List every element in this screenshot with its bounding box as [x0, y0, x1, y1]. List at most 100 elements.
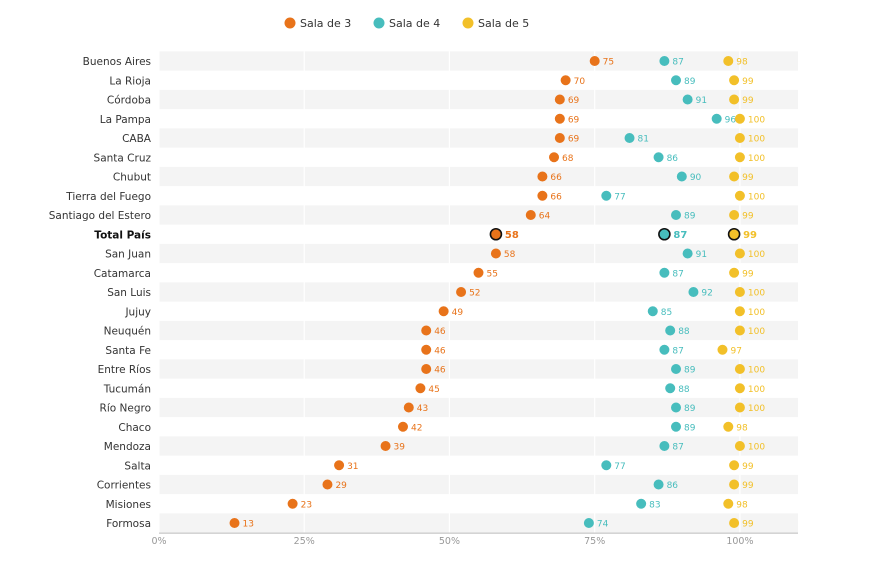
- data-point-sala-de-4: [688, 287, 699, 297]
- data-point-sala-de-5: [717, 344, 728, 355]
- category-label: Chaco: [118, 422, 151, 434]
- data-point-sala-de-4: [653, 479, 664, 490]
- data-point-sala-de-5: [729, 75, 740, 86]
- x-tick-label: 100%: [726, 536, 753, 547]
- data-point-sala-de-4: [682, 248, 693, 259]
- data-point-sala-de-4: [624, 133, 635, 143]
- x-tick-label: 25%: [294, 536, 315, 547]
- data-point-sala-de-3: [537, 171, 548, 182]
- category-labels: Buenos Aires La Rioja Córdoba La Pampa CABA S…: [49, 56, 152, 530]
- row-band: [159, 282, 798, 302]
- data-label-sala-de-3: 69: [568, 115, 580, 125]
- data-label-sala-de-3: 75: [603, 58, 614, 68]
- data-label-sala-de-4: 91: [696, 96, 707, 106]
- data-point-sala-de-4: [658, 227, 671, 241]
- legend-marker: [373, 17, 385, 29]
- category-label: Formosa: [106, 518, 151, 530]
- data-point-sala-de-3: [560, 75, 571, 86]
- data-point-sala-de-4: [636, 498, 647, 509]
- data-point-sala-de-4: [647, 306, 658, 317]
- data-point-sala-de-3: [525, 210, 536, 220]
- data-point-sala-de-4: [665, 325, 676, 336]
- data-point-sala-de-3: [554, 94, 565, 105]
- data-point-sala-de-5: [729, 210, 740, 220]
- data-label-sala-de-4: 74: [597, 520, 609, 530]
- data-label-sala-de-4: 87: [672, 58, 683, 68]
- category-label: San Juan: [105, 249, 151, 261]
- data-label-sala-de-3: 31: [347, 462, 358, 472]
- data-label-sala-de-3: 55: [487, 269, 498, 279]
- data-point-sala-de-4: [601, 460, 612, 471]
- data-label-sala-de-4: 87: [672, 346, 683, 356]
- data-label-sala-de-3: 64: [539, 212, 551, 222]
- data-label-sala-de-3: 45: [428, 385, 439, 395]
- data-label-sala-de-3: 42: [411, 423, 422, 433]
- data-point-sala-de-5: [729, 460, 740, 471]
- data-label-sala-de-4: 77: [614, 462, 625, 472]
- category-label: Total País: [94, 229, 151, 241]
- data-point-sala-de-3: [322, 479, 333, 490]
- data-point-sala-de-3: [415, 383, 426, 394]
- data-label-sala-de-5: 99: [742, 269, 754, 279]
- data-label-sala-de-4: 88: [678, 327, 690, 337]
- data-label-sala-de-5: 100: [748, 192, 765, 202]
- data-label-sala-de-4: 91: [696, 250, 707, 260]
- row-band: [159, 513, 798, 533]
- data-label-sala-de-4: 89: [684, 77, 696, 87]
- data-label-sala-de-5: 100: [748, 135, 765, 145]
- data-label-sala-de-5: 99: [742, 462, 754, 472]
- data-point-sala-de-4: [659, 267, 670, 278]
- data-point-sala-de-3: [421, 364, 432, 374]
- data-point-sala-de-5: [734, 306, 745, 317]
- data-label-sala-de-4: 77: [614, 192, 625, 202]
- data-label-sala-de-4: 85: [661, 308, 672, 318]
- category-label: Tucumán: [103, 383, 151, 395]
- data-point-sala-de-3: [380, 441, 391, 451]
- data-label-sala-de-3: 23: [301, 500, 312, 510]
- data-label-sala-de-3: 43: [417, 404, 428, 414]
- data-label-sala-de-3: 70: [574, 77, 586, 87]
- data-point-sala-de-5: [729, 171, 740, 182]
- data-point-sala-de-5: [729, 267, 740, 278]
- data-point-sala-de-4: [583, 518, 594, 528]
- legend-label: Sala de 4: [389, 17, 440, 30]
- data-point-sala-de-5: [734, 287, 745, 297]
- category-label: Entre Ríos: [98, 364, 151, 376]
- data-point-sala-de-4: [601, 190, 612, 201]
- data-label-sala-de-5: 100: [748, 289, 765, 299]
- row-band: [159, 359, 798, 379]
- row-band: [159, 166, 798, 187]
- data-label-sala-de-4: 88: [678, 385, 690, 395]
- data-point-sala-de-3: [334, 460, 345, 471]
- data-label-sala-de-4: 89: [684, 212, 696, 222]
- data-label-sala-de-3: 49: [452, 308, 464, 318]
- category-label: Catamarca: [94, 268, 151, 280]
- category-label: Salta: [124, 460, 151, 472]
- x-tick-label: 75%: [584, 536, 605, 547]
- data-point-sala-de-4: [671, 402, 682, 413]
- category-label: Buenos Aires: [83, 56, 151, 68]
- data-point-sala-de-3: [287, 498, 298, 509]
- category-label: Tierra del Fuego: [65, 191, 151, 203]
- category-label: Misiones: [106, 499, 151, 511]
- category-label: La Pampa: [100, 114, 151, 126]
- data-point-sala-de-4: [653, 152, 664, 163]
- category-label: La Rioja: [109, 75, 151, 87]
- data-label-sala-de-5: 98: [736, 500, 748, 510]
- data-label-sala-de-5: 99: [742, 212, 754, 222]
- data-label-sala-de-5: 100: [748, 327, 765, 337]
- data-point-sala-de-3: [421, 344, 432, 355]
- row-band: [159, 320, 798, 341]
- data-point-sala-de-5: [734, 325, 745, 336]
- category-label: Mendoza: [104, 441, 151, 453]
- category-label: Neuquén: [104, 326, 151, 338]
- data-label-sala-de-3: 46: [434, 346, 446, 356]
- data-label-sala-de-4: 83: [649, 500, 660, 510]
- data-label-sala-de-4: 89: [684, 366, 696, 376]
- data-label-sala-de-5: 100: [748, 404, 765, 414]
- data-label-sala-de-5: 100: [748, 250, 765, 260]
- data-point-sala-de-4: [671, 210, 682, 220]
- data-point-sala-de-4: [676, 171, 687, 182]
- data-label-sala-de-3: 52: [469, 289, 480, 299]
